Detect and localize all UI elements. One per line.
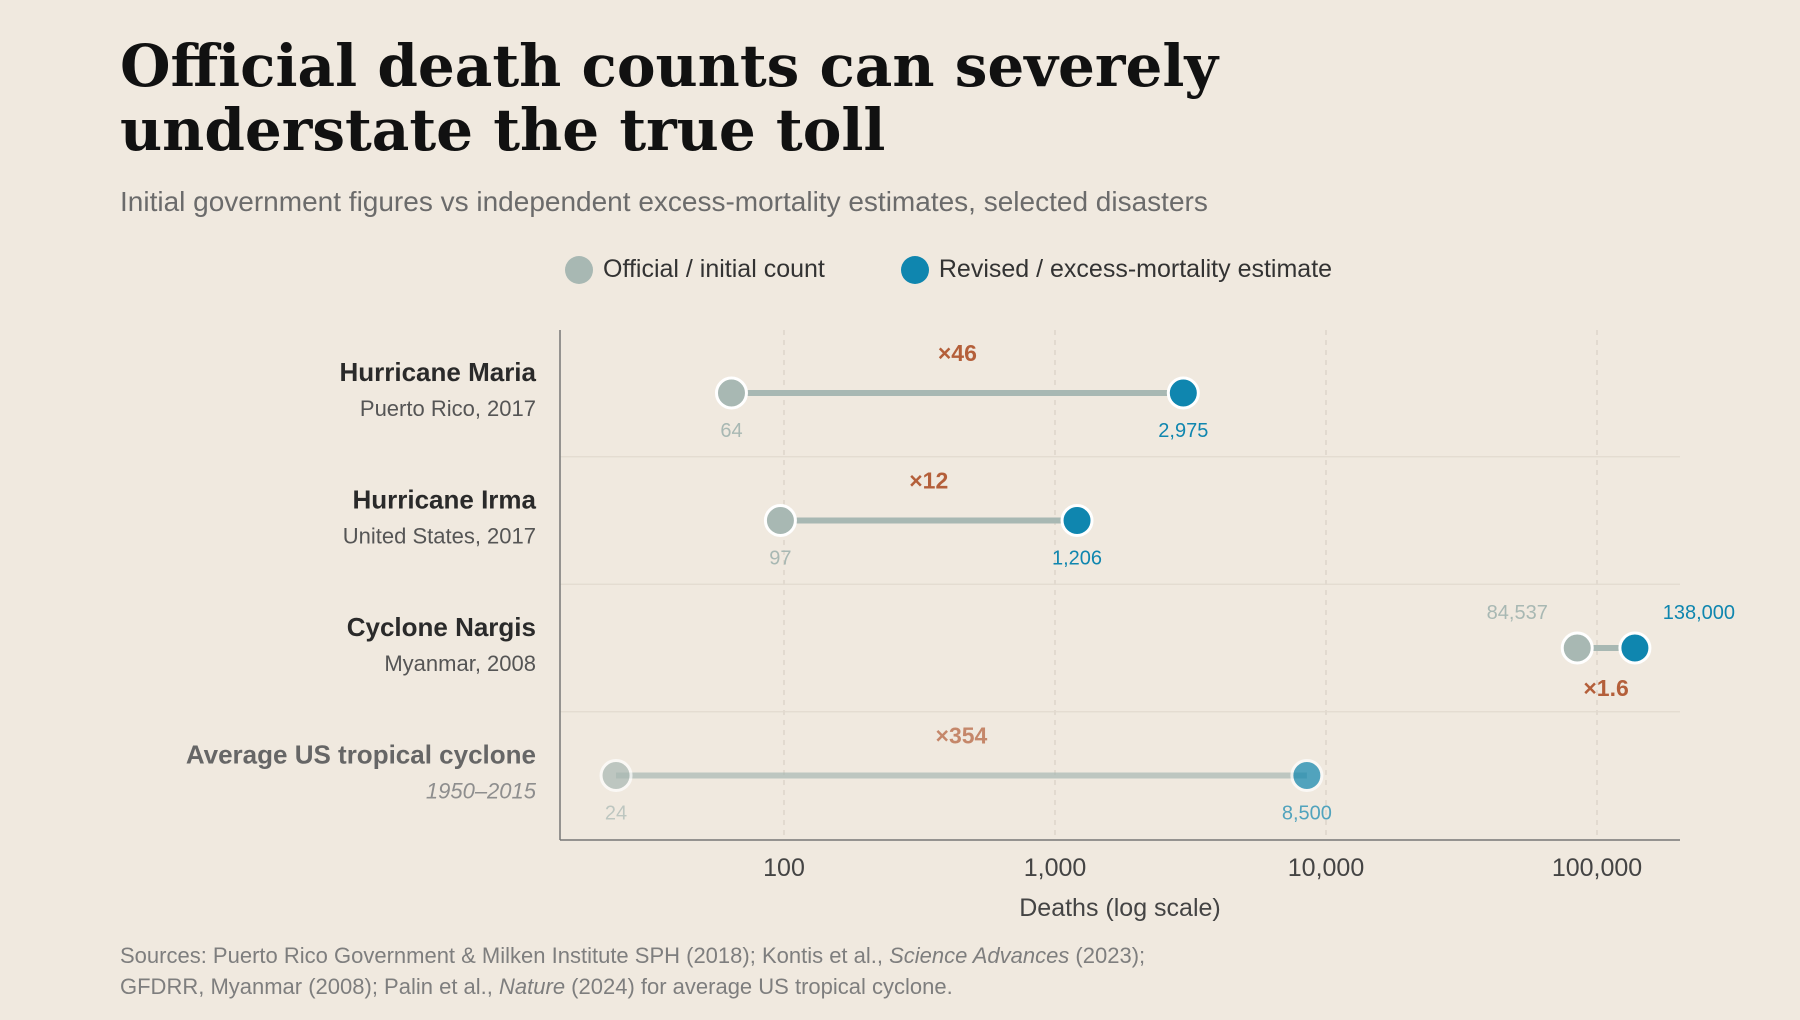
multiplier-label: ×1.6	[1583, 675, 1628, 701]
row-label-detail: 1950–2015	[426, 779, 537, 804]
official-swatch-icon	[565, 255, 593, 284]
revised-value-label: 1,206	[1052, 548, 1102, 570]
x-tick-label: 1,000	[1024, 854, 1087, 882]
dumbbell-chart: 100 1,000 10,000 100,000 Deaths (log scale) H…	[186, 330, 1735, 922]
x-axis-label: Deaths (log scale)	[1019, 894, 1220, 922]
revised-dot	[1290, 759, 1324, 792]
revised-dot	[1618, 631, 1652, 665]
legend: Official / initial count Revised / exces…	[565, 255, 1332, 284]
multiplier-label: ×12	[909, 468, 948, 494]
source-text-2: (2023);	[1069, 943, 1146, 968]
row-label-detail: Puerto Rico, 2017	[360, 396, 536, 421]
legend-item-official: Official / initial count	[565, 255, 825, 284]
source-journal-2: Nature	[499, 974, 566, 999]
source-text-4: (2024) for average US tropical cyclone.	[565, 974, 953, 999]
legend-label-official: Official / initial count	[603, 255, 825, 283]
source-note: Sources: Puerto Rico Government & Milken…	[120, 940, 1620, 1002]
x-tick-label: 10,000	[1288, 854, 1364, 882]
row-label-name: Hurricane Maria	[339, 357, 536, 387]
multiplier-label: ×46	[938, 340, 977, 366]
official-value-label: 84,537	[1487, 602, 1548, 624]
row-label-name: Cyclone Nargis	[347, 612, 536, 642]
chart-subtitle: Initial government figures vs independen…	[120, 186, 1208, 217]
multiplier-label: ×354	[936, 723, 988, 749]
official-dot	[714, 376, 748, 410]
source-text-1: Sources: Puerto Rico Government & Milken…	[120, 943, 890, 968]
official-dot	[599, 759, 633, 792]
official-value-label: 97	[769, 548, 791, 570]
revised-dot	[1060, 504, 1094, 537]
row-label-name: Average US tropical cyclone	[186, 740, 536, 770]
official-value-label: 24	[605, 803, 627, 825]
official-dot	[763, 504, 797, 537]
title-line-2: understate the true toll	[120, 96, 886, 164]
legend-item-revised: Revised / excess-mortality estimate	[900, 255, 1333, 284]
revised-value-label: 138,000	[1663, 602, 1735, 624]
official-value-label: 64	[720, 420, 742, 442]
source-text-3: GFDRR, Myanmar (2008); Palin et al.,	[120, 974, 500, 999]
x-tick-label: 100,000	[1552, 854, 1642, 882]
title-line-1: Official death counts can severely	[120, 32, 1219, 100]
source-journal-1: Science Advances	[889, 943, 1070, 968]
chart-title: Official death counts can severely under…	[120, 34, 1320, 162]
x-tick-label: 100	[763, 854, 805, 882]
row-label-name: Hurricane Irma	[352, 485, 536, 515]
official-dot	[1560, 631, 1594, 665]
revised-swatch-icon	[900, 255, 929, 284]
row-label-detail: Myanmar, 2008	[384, 651, 536, 676]
row-label-detail: United States, 2017	[343, 524, 536, 549]
revised-value-label: 2,975	[1158, 420, 1208, 442]
revised-dot	[1166, 376, 1200, 410]
legend-label-revised: Revised / excess-mortality estimate	[938, 255, 1333, 283]
revised-value-label: 8,500	[1282, 803, 1332, 825]
